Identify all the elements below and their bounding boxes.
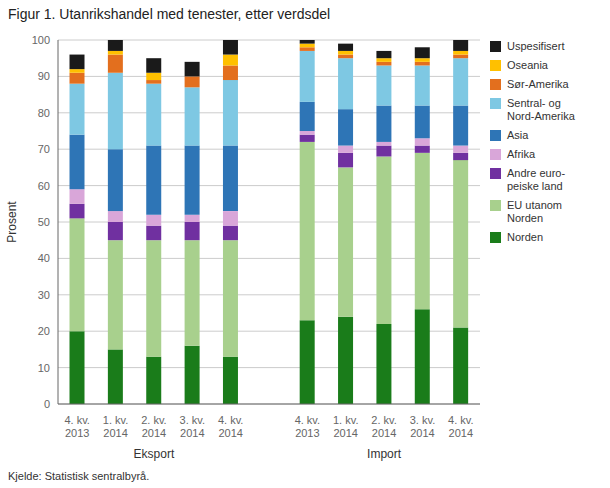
html-text:Andre euro-: Andre euro- xyxy=(507,167,566,179)
html-text:Figur 1. Utanrikshandel med te: Figur 1. Utanrikshandel med tenester, et… xyxy=(8,6,331,22)
svg-text:Eksport: Eksport xyxy=(134,447,175,461)
svg-text:70: 70 xyxy=(38,143,50,155)
svg-text:90: 90 xyxy=(38,70,50,82)
svg-text:30: 30 xyxy=(38,289,50,301)
html-text:Sør-Amerika: Sør-Amerika xyxy=(507,78,569,90)
svg-text:2. kv.2014: 2. kv.2014 xyxy=(371,414,396,439)
html-text:Afrika: Afrika xyxy=(507,148,536,160)
html-text:Oseania: Oseania xyxy=(507,59,548,71)
svg-text:40: 40 xyxy=(38,252,50,264)
svg-text:80: 80 xyxy=(38,107,50,119)
svg-text:0: 0 xyxy=(44,398,50,410)
svg-text:4. kv.2013: 4. kv.2013 xyxy=(64,414,89,439)
svg-text:10: 10 xyxy=(38,362,50,374)
svg-text:Import: Import xyxy=(367,447,402,461)
html-text:Norden: Norden xyxy=(507,231,544,243)
svg-text:50: 50 xyxy=(38,216,50,228)
svg-text:4. kv.2014: 4. kv.2014 xyxy=(448,414,473,439)
svg-text:3. kv.2014: 3. kv.2014 xyxy=(410,414,435,439)
svg-text:4. kv.2013: 4. kv.2013 xyxy=(295,414,320,439)
svg-text:3. kv.2014: 3. kv.2014 xyxy=(180,414,205,439)
svg-text:20: 20 xyxy=(38,325,50,337)
svg-text:60: 60 xyxy=(38,180,50,192)
html-text:Kjelde: Statistisk sentralbyrå: Kjelde: Statistisk sentralbyrå. xyxy=(8,470,150,482)
html-text:Nord-Amerika: Nord-Amerika xyxy=(507,110,575,122)
html-text:peiske land: peiske land xyxy=(507,180,563,192)
html-text:EU utanom: EU utanom xyxy=(507,199,562,211)
svg-text:2. kv.2014: 2. kv.2014 xyxy=(141,414,166,439)
svg-text:100: 100 xyxy=(32,34,50,46)
svg-text:1. kv.2014: 1. kv.2014 xyxy=(333,414,358,439)
html-text:Uspesifisert: Uspesifisert xyxy=(507,40,565,52)
svg-text:4. kv.2014: 4. kv.2014 xyxy=(218,414,243,439)
html-text:Norden: Norden xyxy=(507,212,544,224)
svg-text:Prosent: Prosent xyxy=(8,201,19,243)
svg-text:1. kv.2014: 1. kv.2014 xyxy=(103,414,128,439)
html-text:Asia: Asia xyxy=(507,129,529,141)
html-text:Sentral- og: Sentral- og xyxy=(507,97,561,109)
